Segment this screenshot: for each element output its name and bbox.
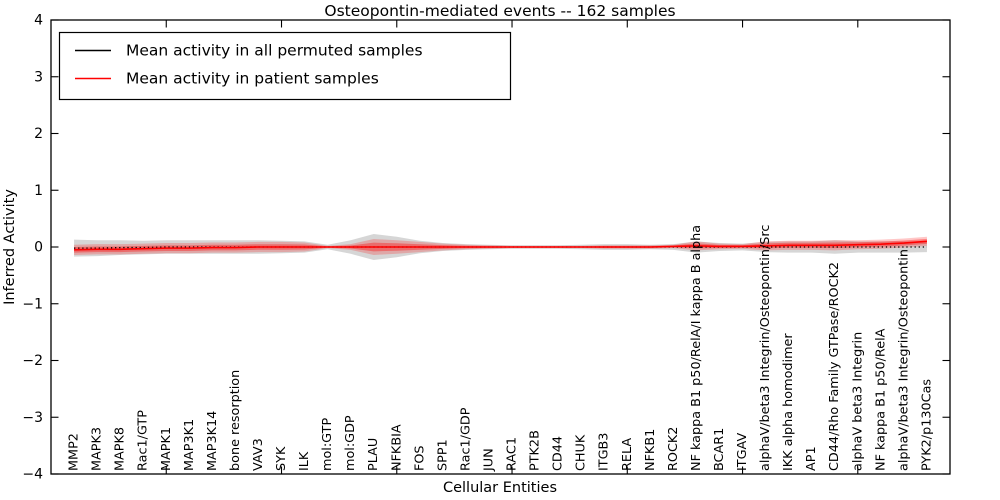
- x-tick-label: CHUK: [574, 434, 589, 471]
- x-tick-label: SPP1: [435, 439, 450, 471]
- x-tick-label: CD44/Rho Family GTPase/ROCK2: [827, 262, 842, 471]
- x-tick-label: MAPK8: [113, 427, 128, 471]
- y-tick-label: −2: [22, 353, 43, 369]
- x-tick-label: ILK: [297, 451, 312, 471]
- x-tick-label: ROCK2: [666, 427, 681, 471]
- y-tick-label: 4: [34, 13, 43, 29]
- x-tick-label: NFKBIA: [389, 424, 404, 471]
- y-tick-label: −1: [22, 296, 43, 312]
- y-axis-label: Inferred Activity: [2, 189, 18, 305]
- x-tick-label: AP1: [804, 446, 819, 471]
- x-tick-label: VAV3: [251, 438, 266, 471]
- x-tick-label: Rac1/GTP: [136, 410, 151, 471]
- legend-label-patient: Mean activity in patient samples: [126, 70, 379, 88]
- x-tick-label: MMP2: [67, 433, 82, 471]
- x-tick-label: mol:GDP: [343, 415, 358, 471]
- x-tick-label: BCAR1: [712, 428, 727, 471]
- y-tick-label: 0: [34, 240, 43, 256]
- x-tick-label: MAPK3: [90, 427, 105, 471]
- chart-title: Osteopontin-mediated events -- 162 sampl…: [324, 2, 675, 20]
- x-tick-label: NF kappa B1 p50/RelA/I kappa B alpha: [689, 225, 704, 471]
- patient-mean-line: [74, 240, 928, 251]
- x-tick-label: NFKB1: [643, 429, 658, 471]
- x-tick-label: mol:GTP: [320, 418, 335, 471]
- x-tick-label: alphaV/beta3 Integrin/Osteopontin: [896, 249, 911, 471]
- x-tick-label: PLAU: [366, 438, 381, 471]
- x-tick-label: PYK2/p130Cas: [919, 379, 934, 471]
- x-tick-label: ITGAV: [735, 433, 750, 471]
- x-tick-label: FOS: [412, 445, 427, 471]
- plot-border: [50, 19, 951, 475]
- x-tick-label: bone resorption: [228, 370, 243, 471]
- x-tick-label: PTK2B: [528, 430, 543, 471]
- x-tick-label: MAPK1: [159, 427, 174, 471]
- y-tick-label: 2: [34, 126, 43, 142]
- x-tick-label: alphaV/beta3 Integrin/Osteopontin/Src: [758, 225, 773, 471]
- legend-box: [58, 31, 512, 101]
- legend-label-permuted: Mean activity in all permuted samples: [126, 42, 423, 60]
- patient-inner-band: [74, 238, 927, 253]
- x-tick-label: ITGB3: [597, 433, 612, 471]
- patient-std-band: [74, 236, 927, 255]
- x-tick-label: RELA: [620, 438, 635, 471]
- y-tick-label: 3: [34, 69, 43, 85]
- x-tick-label: Rac1/GDP: [458, 407, 473, 471]
- x-tick-label: JUN: [481, 448, 496, 472]
- x-tick-label: IKK alpha homodimer: [781, 333, 796, 471]
- x-tick-label: MAP3K14: [205, 411, 220, 471]
- x-tick-label: RAC1: [505, 437, 520, 471]
- legend: Mean activity in all permuted samples Me…: [58, 31, 512, 101]
- x-tick-label: MAP3K1: [182, 419, 197, 471]
- x-tick-labels-layer: MMP2 MAPK3 MAPK8 Rac1/GTP MAPK1 MAP3K1 MAP3K14…: [67, 225, 935, 472]
- x-tick-label: NF kappa B1 p50/RelA: [873, 328, 888, 471]
- x-tick-label: alphaV beta3 Integrin: [850, 332, 865, 471]
- y-tick-labels-layer: −4 −3 −2 −1 0 1 2 3 4: [22, 13, 43, 483]
- tick-marks-layer: [51, 19, 950, 475]
- mean-lines-layer: [74, 240, 928, 251]
- y-tick-label: 1: [34, 183, 43, 199]
- x-tick-label: SYK: [274, 446, 289, 471]
- x-tick-label: CD44: [551, 436, 566, 471]
- y-tick-label: −4: [22, 467, 43, 483]
- y-tick-label: −3: [22, 410, 43, 426]
- x-axis-label: Cellular Entities: [443, 480, 557, 496]
